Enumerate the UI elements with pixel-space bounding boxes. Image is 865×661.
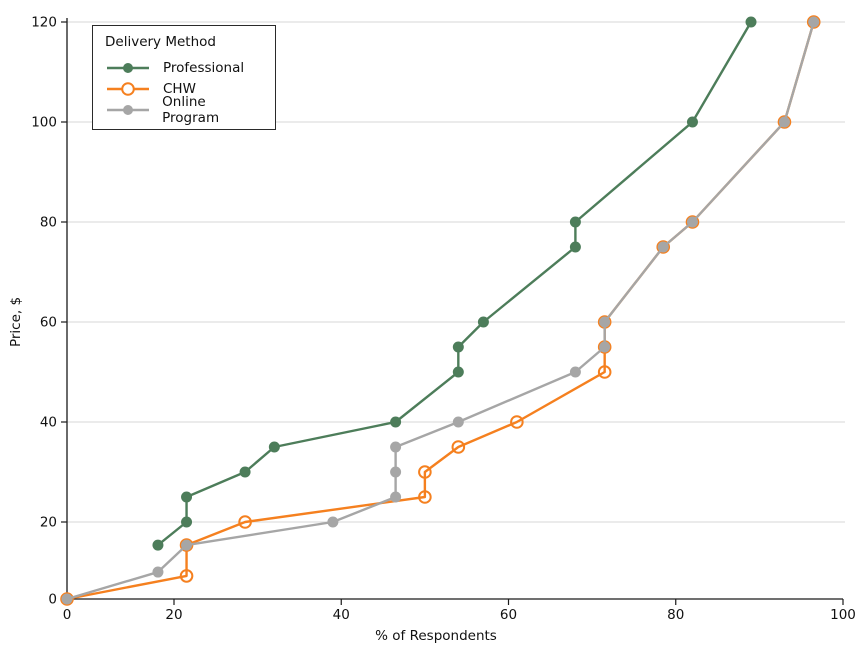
data-point — [60, 592, 74, 606]
y-axis-label: Price, $ — [8, 297, 24, 347]
legend-item: Professional — [105, 57, 265, 78]
data-point — [569, 241, 581, 253]
data-point — [599, 316, 611, 328]
y-tick-label: 100 — [31, 115, 57, 131]
data-point — [686, 216, 698, 228]
tick-labels: 0 20 40 60 80 100 0 20 40 60 80 100 120 — [31, 15, 856, 624]
data-point — [685, 215, 700, 229]
legend-swatch-online-program — [107, 104, 149, 115]
legend-items: Professional CHW Online Program — [105, 57, 265, 126]
data-point — [599, 341, 611, 353]
y-tick-label: 20 — [40, 515, 57, 531]
legend-item-label: Professional — [163, 59, 245, 76]
data-point — [181, 516, 193, 528]
data-point — [327, 516, 339, 528]
x-tick-label: 80 — [667, 607, 684, 623]
data-point — [510, 415, 524, 429]
legend-item-label: CHW — [163, 80, 196, 97]
data-point — [152, 566, 164, 578]
x-tick-label: 40 — [333, 607, 350, 623]
legend-marker — [121, 81, 135, 96]
data-point — [390, 491, 402, 503]
x-tick-label: 0 — [63, 607, 72, 623]
data-point — [808, 16, 820, 28]
y-tick-label: 0 — [48, 592, 57, 608]
data-point — [418, 465, 432, 479]
data-point — [657, 241, 669, 253]
data-point — [452, 416, 464, 428]
data-point — [569, 366, 581, 378]
x-tick-label: 20 — [165, 607, 182, 623]
data-point — [451, 440, 466, 454]
legend-swatch-chw — [107, 81, 149, 96]
data-point — [239, 466, 251, 478]
x-axis-label: % of Respondents — [375, 628, 497, 644]
data-point — [181, 539, 193, 551]
data-point — [268, 441, 280, 453]
data-point — [745, 16, 757, 28]
data-point — [777, 115, 792, 129]
legend-swatch-professional — [107, 62, 149, 73]
y-tick-label: 60 — [40, 315, 57, 331]
data-point — [778, 116, 790, 128]
data-point — [806, 15, 821, 29]
legend-item-label: Online Program — [162, 93, 220, 126]
plot-series — [60, 15, 821, 606]
y-tick-label: 40 — [40, 415, 57, 431]
x-tick-label: 60 — [500, 607, 517, 623]
data-point — [686, 116, 698, 128]
data-point — [179, 569, 194, 583]
data-point — [452, 341, 464, 353]
data-point — [452, 366, 464, 378]
data-point — [390, 441, 402, 453]
data-point — [152, 539, 164, 551]
data-point — [569, 216, 581, 228]
data-point — [181, 491, 193, 503]
data-point — [390, 416, 402, 428]
axes — [61, 18, 844, 605]
data-point — [238, 515, 252, 529]
y-tick-label: 120 — [31, 15, 57, 31]
data-point — [477, 316, 489, 328]
x-tick-label: 100 — [830, 607, 856, 623]
legend-item: Online Program — [105, 94, 265, 126]
legend-marker — [123, 104, 133, 115]
legend-item: CHW — [105, 78, 265, 99]
data-point — [597, 365, 612, 379]
y-tick-label: 80 — [40, 215, 57, 231]
legend-marker — [123, 62, 133, 73]
legend-title: Delivery Method — [105, 34, 216, 50]
data-point — [61, 593, 73, 605]
data-point — [390, 466, 402, 478]
data-point — [418, 490, 432, 504]
data-point — [656, 240, 671, 254]
legend: Delivery Method Professional CHW Online Pr… — [92, 25, 276, 130]
